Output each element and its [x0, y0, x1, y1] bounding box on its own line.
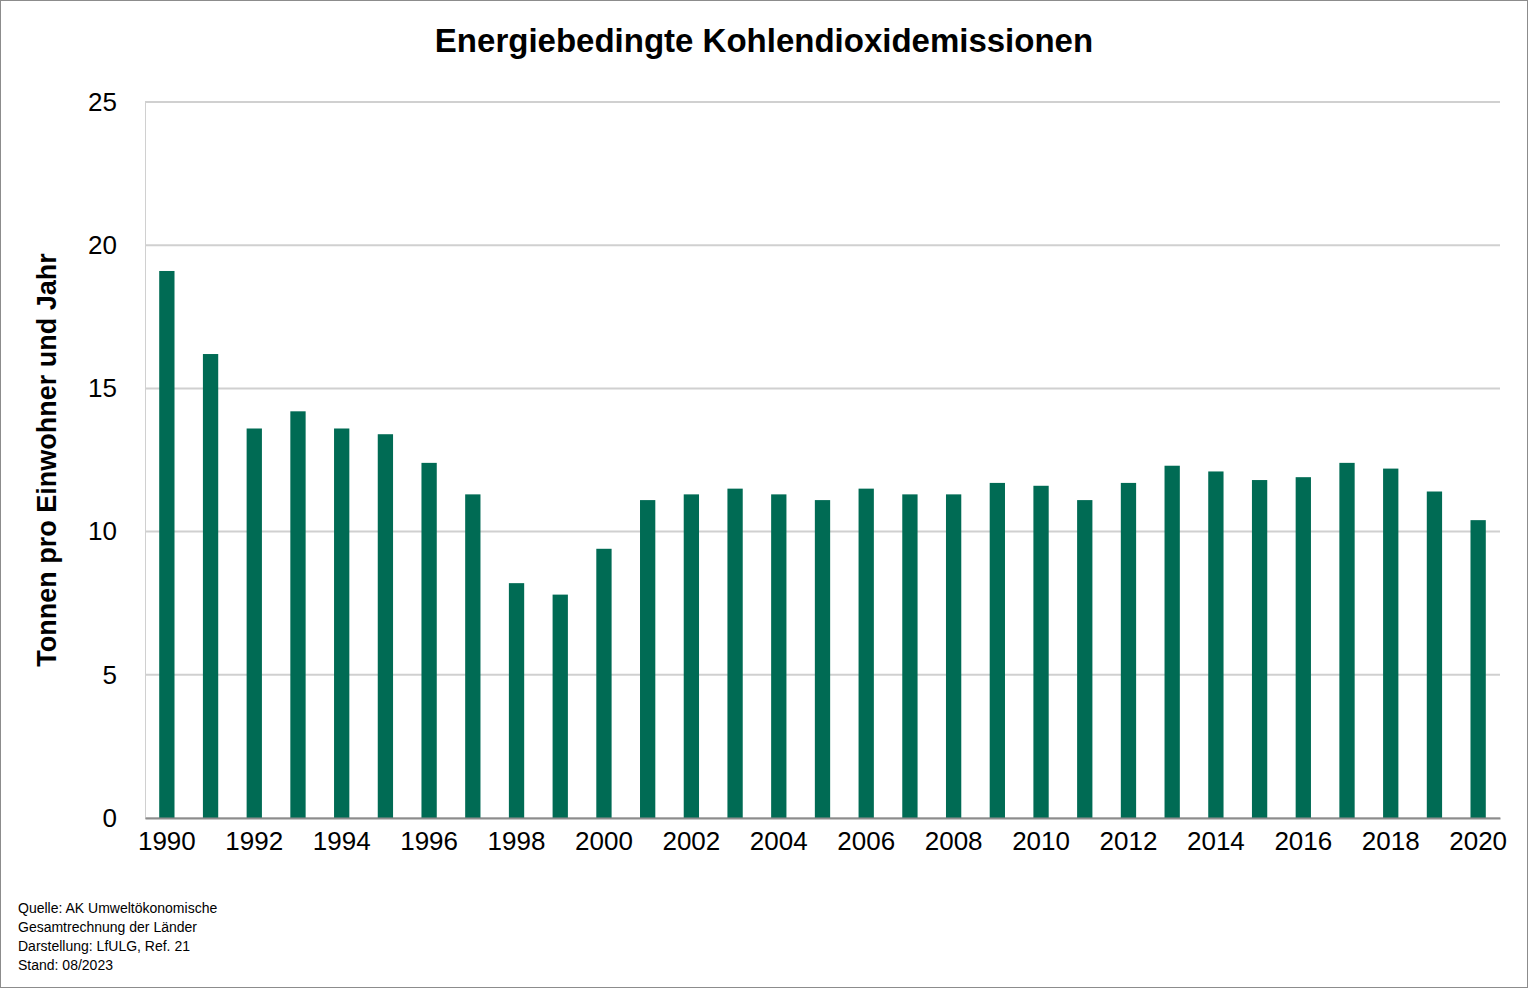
x-tick: 2002: [662, 818, 720, 856]
bars: [159, 271, 1486, 818]
x-tick: 2000: [575, 818, 633, 856]
x-tick: 2004: [750, 818, 808, 856]
y-axis-line: [145, 103, 146, 819]
grid-line: [145, 387, 1500, 389]
bar: [1252, 480, 1267, 818]
x-tick: 1998: [488, 818, 546, 856]
x-axis-line: [146, 818, 1501, 820]
bar: [640, 500, 655, 818]
bar: [509, 583, 524, 818]
bar: [1296, 477, 1311, 818]
bar: [334, 428, 349, 818]
x-tick: 2014: [1187, 818, 1245, 856]
x-tick-label: 2016: [1274, 826, 1332, 856]
bar: [990, 483, 1005, 818]
y-tick: 5: [103, 660, 145, 690]
source-note: Stand: 08/2023: [18, 957, 113, 973]
y-tick: 15: [88, 373, 145, 403]
y-axis-title: Tonnen pro Einwohner und Jahr: [32, 253, 62, 667]
bar: [378, 434, 393, 818]
bar: [1427, 492, 1442, 818]
x-tick-label: 2018: [1362, 826, 1420, 856]
grid: [145, 102, 1500, 818]
x-tick: 1996: [400, 818, 458, 856]
bar: [1208, 471, 1223, 818]
x-tick: 1994: [313, 818, 371, 856]
y-tick: 25: [88, 87, 145, 117]
bar: [1165, 466, 1180, 818]
source-notes: Quelle: AK Umweltökonomische Gesamtrechnu…: [18, 900, 217, 973]
grid-line: [145, 244, 1500, 246]
x-tick-label: 1990: [138, 826, 196, 856]
x-tick-label: 1994: [313, 826, 371, 856]
x-tick: 1992: [225, 818, 283, 856]
y-tick: 20: [88, 230, 145, 260]
bar: [815, 500, 830, 818]
y-tick-label: 15: [88, 373, 117, 403]
x-tick-label: 2010: [1012, 826, 1070, 856]
x-tick-label: 2000: [575, 826, 633, 856]
source-note: Quelle: AK Umweltökonomische: [18, 900, 217, 916]
chart-frame: [1, 1, 1528, 988]
plot: 0 5 10 15 20 25 1990 1992 1994 1996 1998 2000 2002 20…: [88, 87, 1507, 857]
x-axis: 1990 1992 1994 1996 1998 2000 2002 2004 2006 2008…: [138, 818, 1507, 856]
y-tick-label: 0: [103, 803, 117, 833]
bar: [553, 595, 568, 818]
chart: 0 5 10 15 20 25 1990 1992 1994 1996 1998 2000 2002 20…: [0, 0, 1528, 988]
x-tick-label: 2012: [1100, 826, 1158, 856]
x-tick: 2010: [1012, 818, 1070, 856]
bar: [771, 494, 786, 818]
x-tick-label: 2002: [662, 826, 720, 856]
bar: [1383, 469, 1398, 818]
bar: [465, 494, 480, 818]
x-tick-label: 2004: [750, 826, 808, 856]
bar: [290, 411, 305, 818]
x-tick: 2016: [1274, 818, 1332, 856]
y-tick-label: 5: [103, 660, 117, 690]
bar: [1121, 483, 1136, 818]
bar: [247, 428, 262, 818]
y-tick-label: 10: [88, 516, 117, 546]
bar: [596, 549, 611, 818]
bar: [421, 463, 436, 818]
bar: [859, 489, 874, 818]
bar: [684, 494, 699, 818]
source-note: Gesamtrechnung der Länder: [18, 919, 197, 935]
title: Energiebedingte Kohlendioxidemissionen: [435, 22, 1093, 59]
bar: [946, 494, 961, 818]
x-tick-label: 1998: [488, 826, 546, 856]
y-tick-label: 20: [88, 230, 117, 260]
x-tick-label: 2020: [1449, 826, 1507, 856]
y-tick-label: 25: [88, 87, 117, 117]
x-tick: 1990: [138, 818, 196, 856]
x-tick: 2020: [1449, 818, 1507, 856]
bar: [727, 489, 742, 818]
y-axis: 0 5 10 15 20 25: [88, 87, 145, 833]
bar: [1077, 500, 1092, 818]
x-tick: 2006: [837, 818, 895, 856]
source-note: Darstellung: LfULG, Ref. 21: [18, 938, 190, 954]
x-tick-label: 2014: [1187, 826, 1245, 856]
x-tick: 2008: [925, 818, 983, 856]
x-tick: 2012: [1100, 818, 1158, 856]
grid-line: [145, 101, 1500, 103]
x-tick: 2018: [1362, 818, 1420, 856]
bar: [203, 354, 218, 818]
y-tick: 10: [88, 516, 145, 546]
x-tick-label: 1992: [225, 826, 283, 856]
bar: [159, 271, 174, 818]
x-tick-label: 2006: [837, 826, 895, 856]
x-tick-label: 2008: [925, 826, 983, 856]
bar: [1339, 463, 1354, 818]
x-tick-label: 1996: [400, 826, 458, 856]
bar: [1033, 486, 1048, 818]
bar: [902, 494, 917, 818]
bar: [1470, 520, 1485, 818]
